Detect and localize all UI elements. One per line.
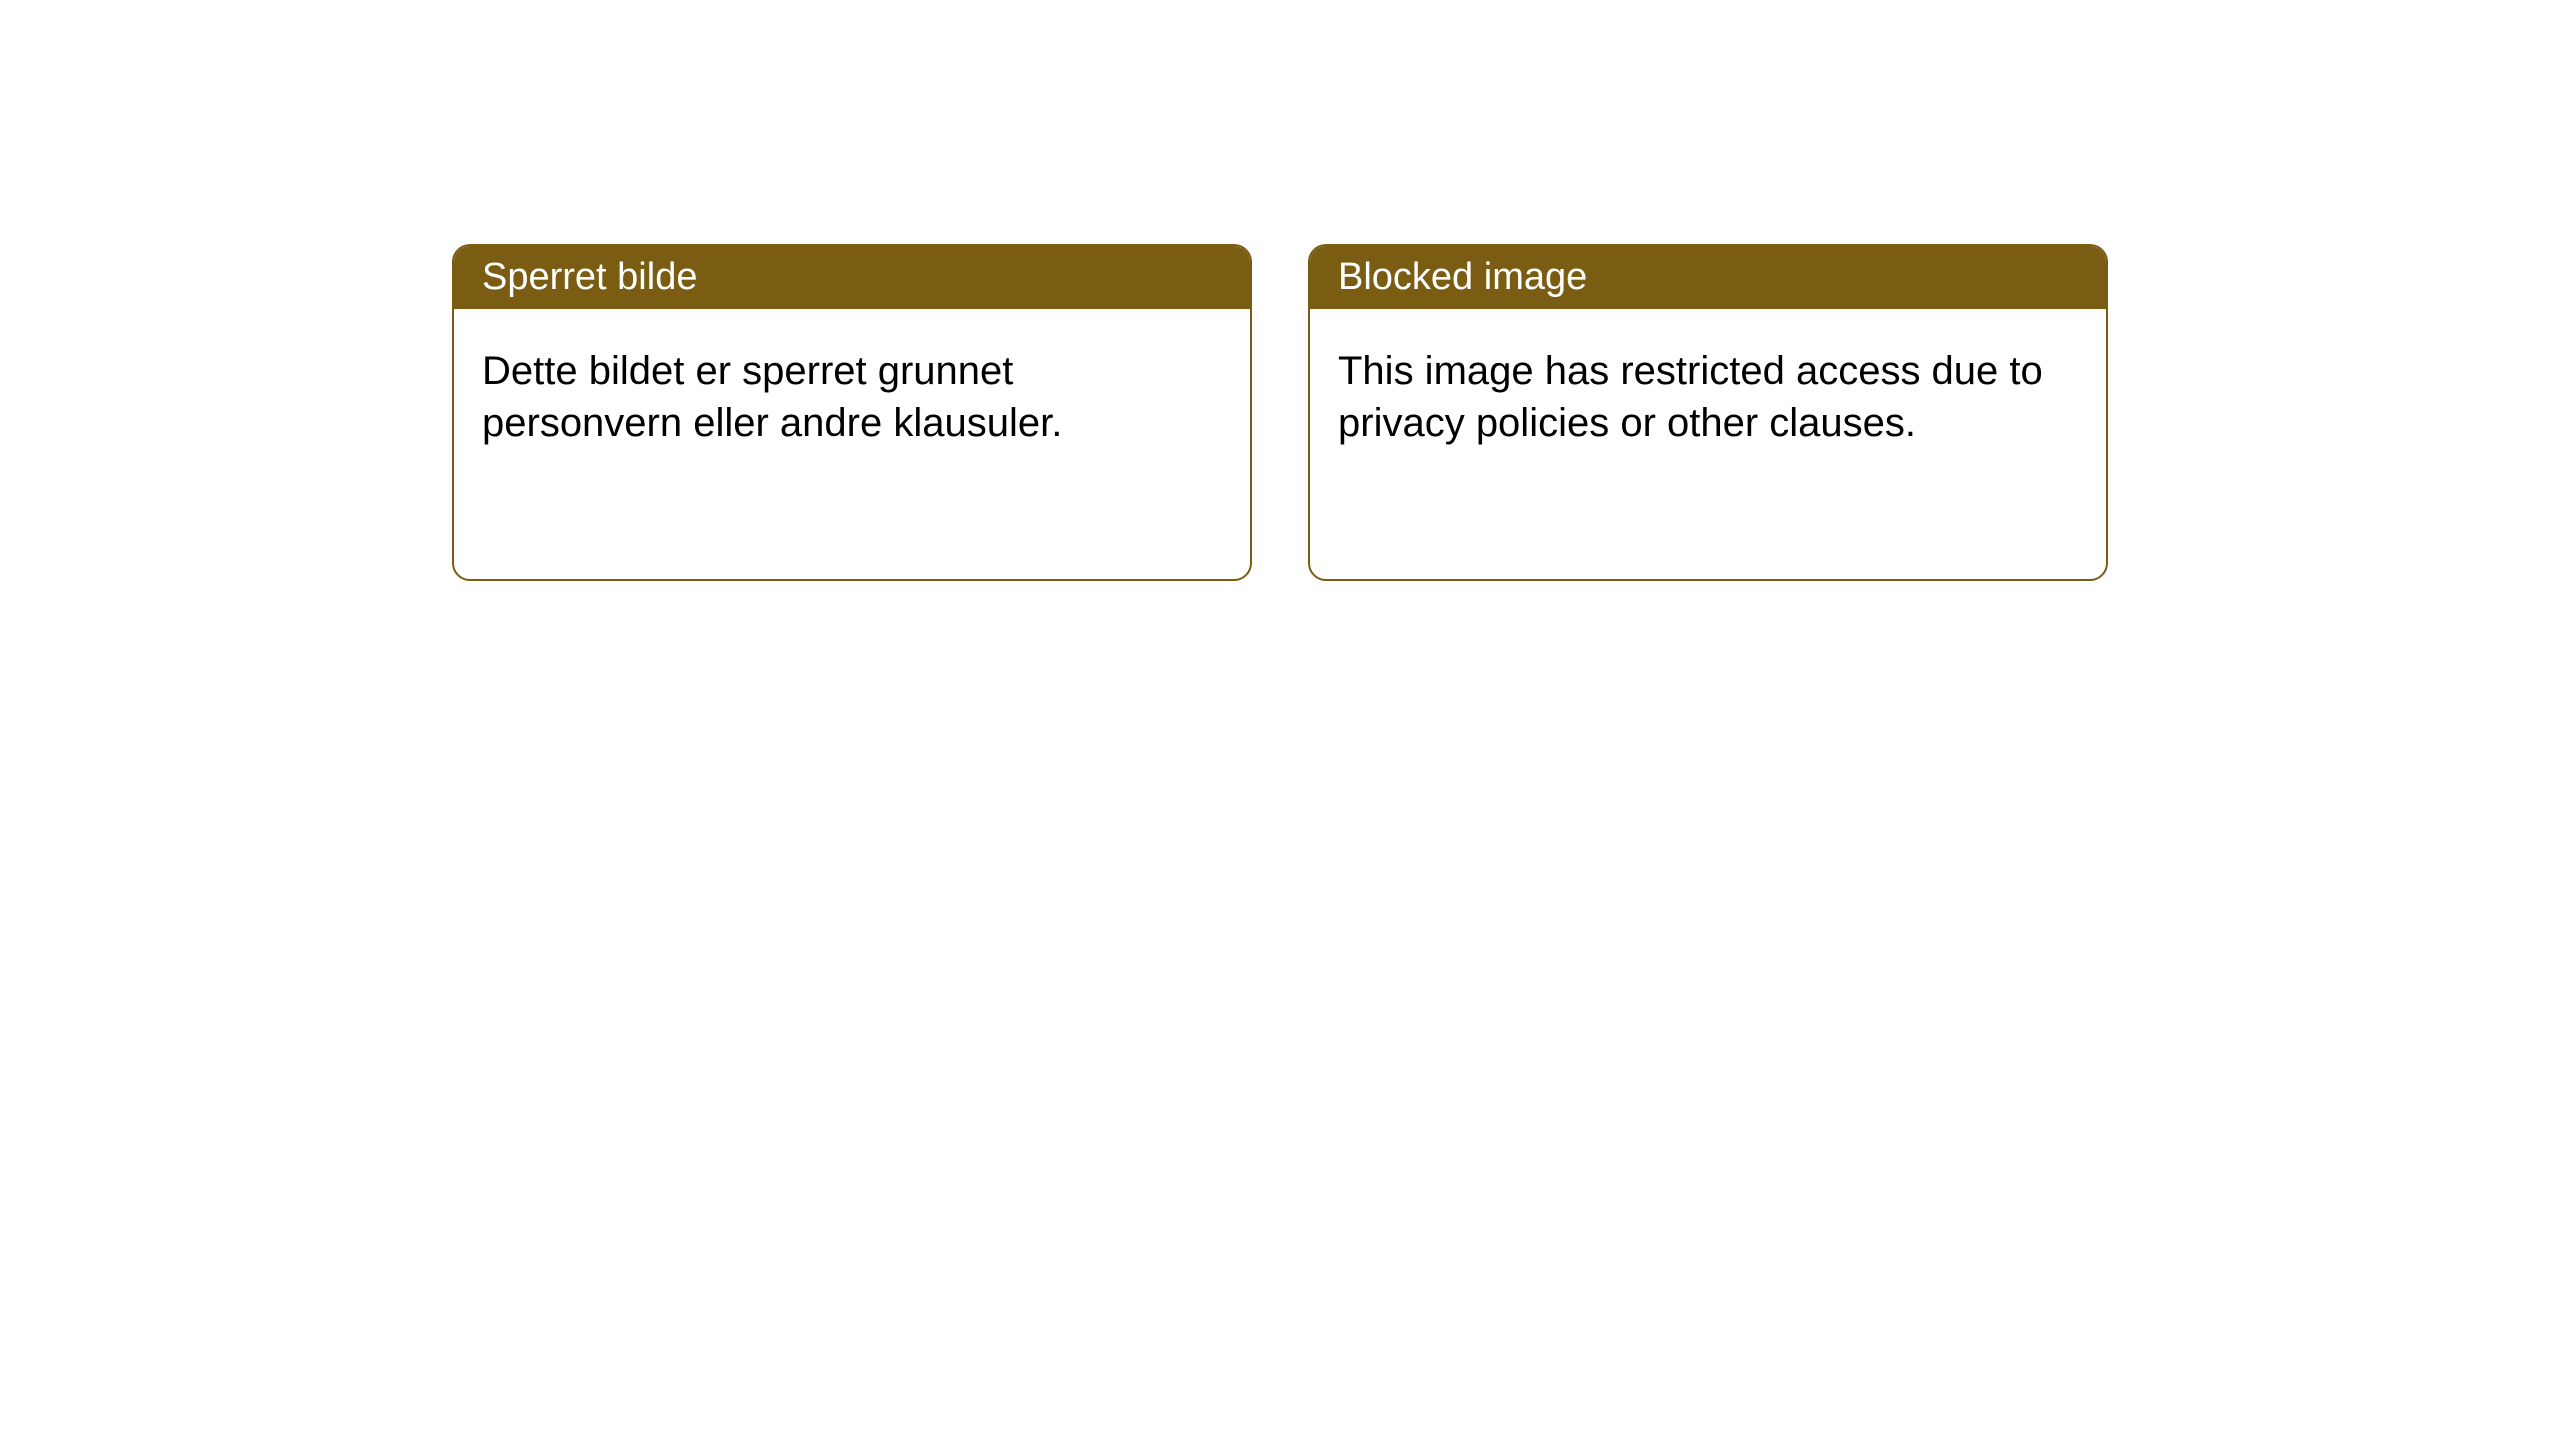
notice-card-body: This image has restricted access due to … [1310, 309, 2106, 579]
notice-card-no: Sperret bilde Dette bildet er sperret gr… [452, 244, 1252, 581]
notice-card-title: Blocked image [1310, 246, 2106, 309]
notice-card-title: Sperret bilde [454, 246, 1250, 309]
notice-card-en: Blocked image This image has restricted … [1308, 244, 2108, 581]
notice-card-body: Dette bildet er sperret grunnet personve… [454, 309, 1250, 579]
notice-container: Sperret bilde Dette bildet er sperret gr… [0, 0, 2560, 581]
